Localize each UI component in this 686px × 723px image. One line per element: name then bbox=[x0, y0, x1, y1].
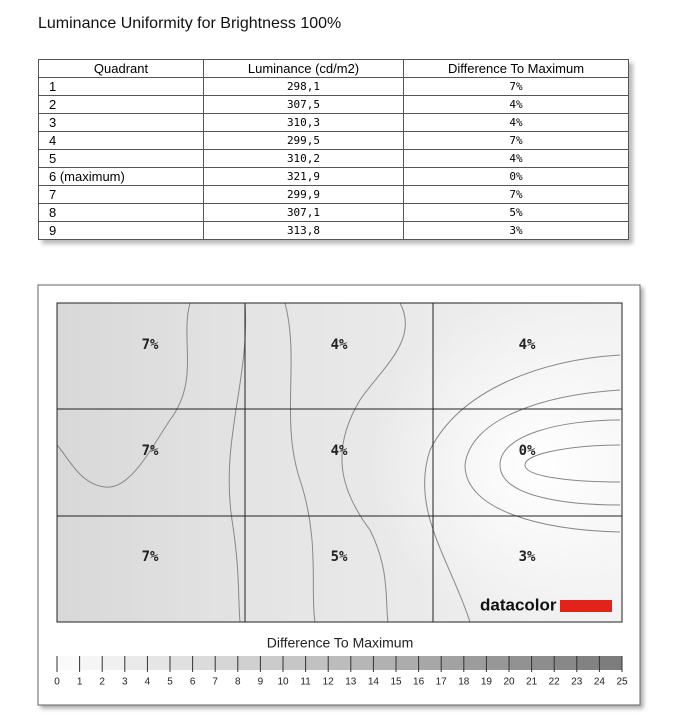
scale-swatch bbox=[599, 656, 622, 670]
scale-tick-label: 10 bbox=[277, 677, 289, 688]
header-cell: Luminance (cd/m2) bbox=[203, 59, 404, 78]
logo-bar bbox=[560, 600, 612, 612]
scale-tick-label: 25 bbox=[616, 677, 628, 688]
scale-swatch bbox=[350, 656, 374, 670]
scale-tick-label: 5 bbox=[167, 677, 173, 688]
scale-swatch bbox=[576, 656, 600, 670]
scale-swatch bbox=[373, 656, 396, 670]
scale-tick-label: 23 bbox=[571, 677, 583, 688]
scale-tick-label: 0 bbox=[54, 677, 60, 688]
table-row: 4 299,5 7% bbox=[38, 131, 629, 150]
cell-label: 3% bbox=[519, 549, 536, 565]
scale-tick-label: 18 bbox=[458, 677, 470, 688]
scale-tick-label: 22 bbox=[549, 677, 561, 688]
scale-swatch bbox=[486, 656, 509, 670]
header-row: Quadrant Luminance (cd/m2) Difference To M… bbox=[38, 59, 629, 78]
scale-tick-label: 13 bbox=[345, 677, 357, 688]
cell-label: 5% bbox=[331, 549, 348, 565]
cell-label: 7% bbox=[142, 443, 159, 459]
scale-swatch bbox=[418, 656, 442, 670]
scale-swatch bbox=[124, 656, 148, 670]
cell-label: 0% bbox=[519, 443, 536, 459]
luminance-table: Quadrant Luminance (cd/m2) Difference To M… bbox=[38, 59, 629, 240]
table-cell: 4% bbox=[403, 113, 629, 132]
scale-swatch bbox=[328, 656, 351, 670]
table-body: 1 298,1 7% 2 307,5 4% 3 310,3 4% 4 299,5 7% 5 310,2 4%… bbox=[38, 77, 629, 240]
table-row: 9 313,8 3% bbox=[38, 221, 629, 240]
scale-tick-label: 24 bbox=[594, 677, 606, 688]
scale-swatch bbox=[237, 656, 261, 670]
table-row: 6 (maximum) 321,9 0% bbox=[38, 167, 629, 186]
scale-tick-label: 20 bbox=[503, 677, 515, 688]
table-row: 7 299,9 7% bbox=[38, 185, 629, 204]
scale-swatch bbox=[509, 656, 532, 670]
quadrant-grid bbox=[56, 302, 623, 623]
scale-tick-label: 12 bbox=[323, 677, 335, 688]
cell-label: 7% bbox=[142, 337, 159, 353]
scale-tick-label: 7 bbox=[212, 677, 218, 688]
cell-label: 4% bbox=[519, 337, 536, 353]
scale-tick-label: 3 bbox=[122, 677, 128, 688]
scale-swatch bbox=[283, 656, 306, 670]
scale-tick-label: 8 bbox=[235, 677, 241, 688]
table-cell: 299,5 bbox=[203, 131, 404, 150]
scale-tick-label: 2 bbox=[99, 677, 105, 688]
scale-swatch bbox=[260, 656, 283, 670]
scale-swatch bbox=[396, 656, 419, 670]
scale-tick-label: 15 bbox=[390, 677, 402, 688]
logo: datacolor bbox=[480, 595, 557, 614]
contours bbox=[56, 302, 621, 623]
scale-tick-label: 14 bbox=[368, 677, 380, 688]
scale-tick-label: 21 bbox=[526, 677, 538, 688]
scale-swatch bbox=[441, 656, 464, 670]
title: Luminance Uniformity for Brightness 100% bbox=[38, 15, 342, 32]
scale-swatch bbox=[215, 656, 238, 670]
scale-swatch bbox=[463, 656, 487, 670]
scale-tick-label: 19 bbox=[481, 677, 493, 688]
scale-swatch bbox=[57, 656, 80, 670]
table-row: 2 307,5 4% bbox=[38, 95, 629, 114]
cell-label: 7% bbox=[142, 549, 159, 565]
table-cell: 6 (maximum) bbox=[38, 167, 204, 186]
table-row: 8 307,1 5% bbox=[38, 203, 629, 222]
scale-swatch bbox=[192, 656, 216, 670]
table-cell: 313,8 bbox=[203, 221, 404, 240]
scale-tick-label: 1 bbox=[77, 677, 83, 688]
scale-tick-label: 11 bbox=[300, 677, 311, 688]
scale-tick-label: 4 bbox=[145, 677, 151, 688]
scale-title: Difference To Maximum bbox=[267, 635, 414, 651]
map-highlight bbox=[57, 303, 622, 622]
scale-swatch bbox=[79, 656, 103, 670]
header-cell: Difference To Maximum bbox=[403, 59, 629, 78]
table-row: 3 310,3 4% bbox=[38, 113, 629, 132]
scale-tick-label: 16 bbox=[413, 677, 425, 688]
table-cell: 9 bbox=[38, 221, 204, 240]
scale-tick-label: 6 bbox=[190, 677, 196, 688]
cell-label: 4% bbox=[331, 337, 348, 353]
table-cell: 3% bbox=[403, 221, 629, 240]
scale-tick-label: 17 bbox=[436, 677, 448, 688]
scale-swatch bbox=[531, 656, 555, 670]
scale-swatch bbox=[147, 656, 170, 670]
scale-swatch bbox=[554, 656, 577, 670]
cell-label: 4% bbox=[331, 443, 348, 459]
scale-swatch bbox=[170, 656, 193, 670]
scale-swatch bbox=[102, 656, 125, 670]
scale-tick-label: 9 bbox=[258, 677, 264, 688]
scale-swatch bbox=[305, 656, 329, 670]
table-row: 5 310,2 4% bbox=[38, 149, 629, 168]
